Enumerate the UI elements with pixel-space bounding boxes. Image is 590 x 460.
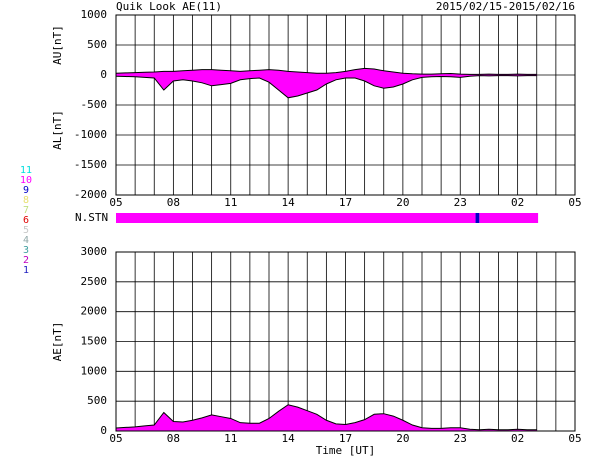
station-legend-label: 9 bbox=[23, 185, 29, 196]
y-tick-label: 2000 bbox=[81, 305, 108, 318]
date-range: 2015/02/15-2015/02/16 bbox=[436, 0, 575, 13]
y-tick-label: 1000 bbox=[81, 364, 108, 377]
y-tick-label: 1500 bbox=[81, 335, 108, 348]
x-tick-label: 20 bbox=[396, 196, 409, 209]
x-tick-label: 14 bbox=[282, 432, 296, 445]
x-tick-label: 02 bbox=[511, 432, 524, 445]
y-axis-label: AU[nT] bbox=[51, 25, 64, 65]
band-area bbox=[116, 75, 537, 98]
x-tick-label: 11 bbox=[224, 196, 237, 209]
x-tick-label: 08 bbox=[167, 432, 180, 445]
x-tick-label: 14 bbox=[282, 196, 296, 209]
x-axis-label: Time [UT] bbox=[316, 444, 376, 457]
y-tick-label: -1000 bbox=[74, 128, 107, 141]
plot-border bbox=[115, 14, 576, 196]
x-tick-label: 08 bbox=[167, 196, 180, 209]
x-tick-label: 20 bbox=[396, 432, 409, 445]
x-tick-label: 17 bbox=[339, 432, 352, 445]
station-segment bbox=[479, 213, 539, 223]
x-tick-label: 05 bbox=[568, 196, 581, 209]
y-axis-label: AE[nT] bbox=[51, 322, 64, 362]
x-tick-label: 05 bbox=[568, 432, 581, 445]
station-segment bbox=[475, 213, 480, 223]
y-axis-label: N.STN bbox=[75, 211, 108, 224]
y-tick-label: 500 bbox=[87, 38, 107, 51]
station-legend-label: 5 bbox=[23, 225, 29, 236]
x-tick-label: 17 bbox=[339, 196, 352, 209]
station-legend-label: 1 bbox=[23, 265, 29, 276]
y-tick-label: 500 bbox=[87, 394, 107, 407]
y-tick-label: 0 bbox=[100, 424, 107, 437]
y-tick-label: -2000 bbox=[74, 188, 107, 201]
x-tick-label: 02 bbox=[511, 196, 524, 209]
y-tick-label: 2500 bbox=[81, 275, 108, 288]
station-segment bbox=[116, 213, 476, 223]
x-tick-label: 05 bbox=[109, 432, 122, 445]
band-area bbox=[116, 68, 537, 75]
x-tick-label: 11 bbox=[224, 432, 237, 445]
x-tick-label: 05 bbox=[109, 196, 122, 209]
ae-area bbox=[116, 404, 537, 431]
series-line bbox=[115, 75, 537, 99]
station-legend-label: 7 bbox=[23, 205, 29, 216]
series-line bbox=[115, 67, 537, 75]
y-tick-label: 3000 bbox=[81, 245, 108, 258]
y-tick-label: 0 bbox=[100, 68, 107, 81]
station-legend-label: 3 bbox=[23, 245, 29, 256]
x-tick-label: 23 bbox=[454, 196, 467, 209]
y-axis-label: AL[nT] bbox=[51, 110, 64, 150]
station-legend-label: 2 bbox=[23, 255, 29, 266]
plot-border bbox=[115, 251, 576, 432]
ae-line bbox=[115, 404, 537, 431]
y-tick-label: -500 bbox=[81, 98, 108, 111]
y-tick-label: -1500 bbox=[74, 158, 107, 171]
station-legend-label: 6 bbox=[23, 215, 29, 226]
station-legend-label: 11 bbox=[20, 165, 32, 176]
station-legend-label: 10 bbox=[20, 175, 32, 186]
station-legend-label: 8 bbox=[23, 195, 29, 206]
title: Quik Look AE(11) bbox=[116, 0, 222, 13]
y-tick-label: 1000 bbox=[81, 8, 108, 21]
x-tick-label: 23 bbox=[454, 432, 467, 445]
station-legend-label: 4 bbox=[23, 235, 29, 246]
